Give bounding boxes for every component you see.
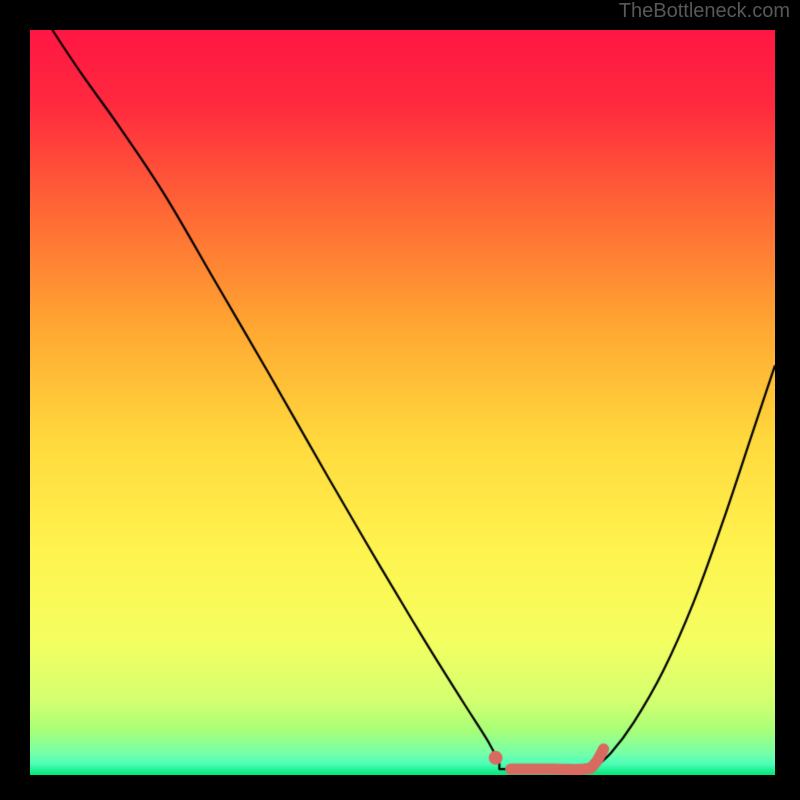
- plot-area: [30, 30, 775, 775]
- bottleneck-curve: [30, 30, 775, 775]
- chart-container: TheBottleneck.com: [0, 0, 800, 800]
- watermark-text: TheBottleneck.com: [619, 0, 790, 23]
